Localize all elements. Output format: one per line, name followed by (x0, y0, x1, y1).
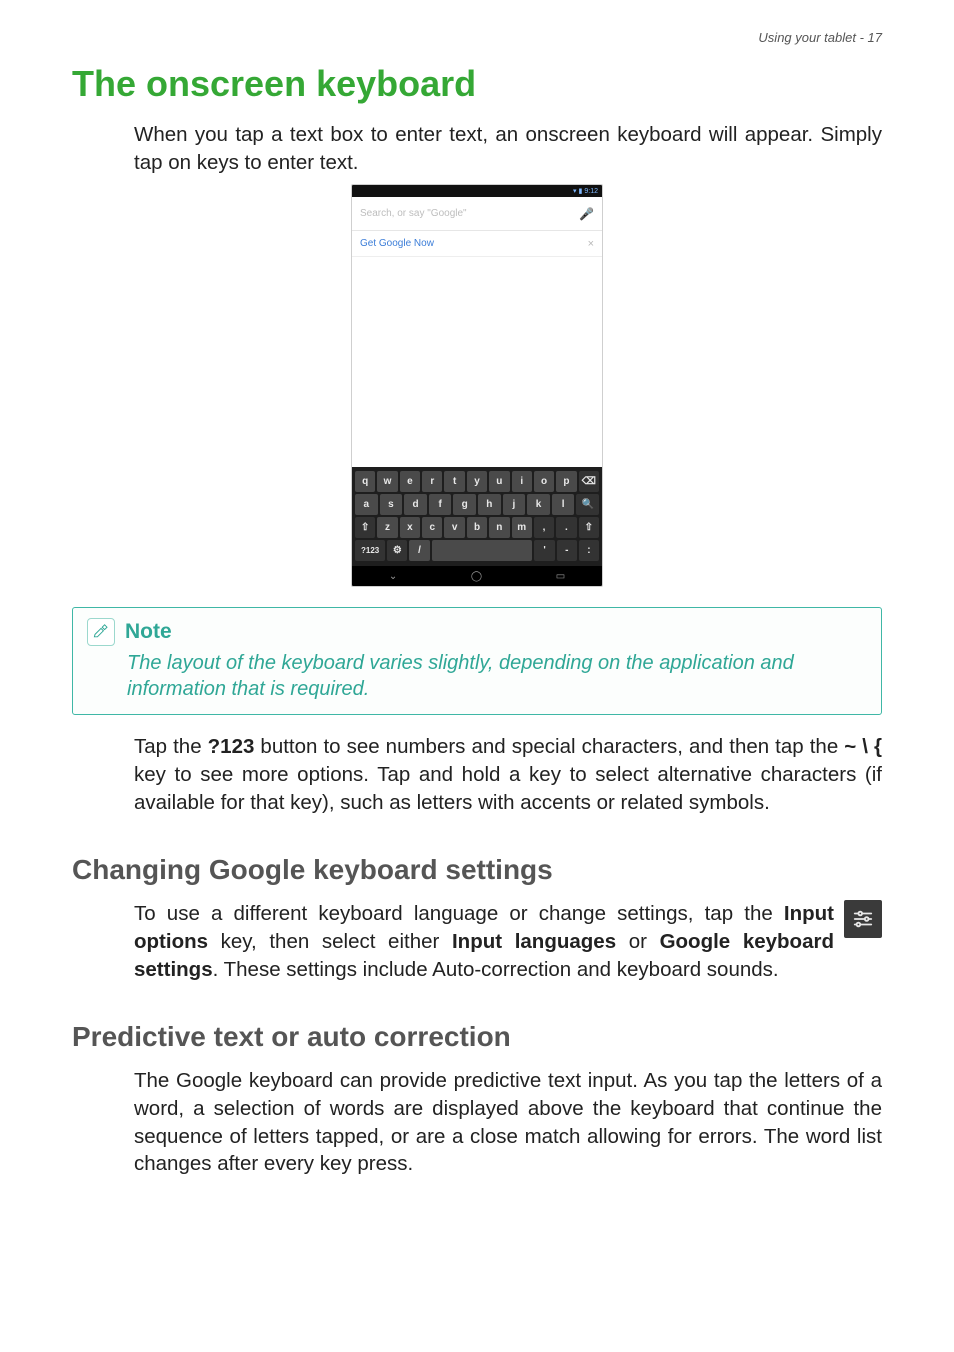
key-m[interactable]: m (512, 517, 532, 538)
mic-icon[interactable]: 🎤 (579, 207, 594, 221)
keyboard-row: a s d f g h j k l 🔍 (355, 494, 599, 515)
status-icon: ▮ (579, 187, 583, 195)
key-h[interactable]: h (478, 494, 501, 515)
key-i[interactable]: i (512, 471, 532, 492)
key-apostrophe[interactable]: ' (534, 540, 554, 561)
text-run: key, then select either (208, 930, 452, 953)
input-options-icon (844, 900, 882, 938)
key-f[interactable]: f (429, 494, 452, 515)
note-header: Note (87, 618, 867, 646)
key-a[interactable]: a (355, 494, 378, 515)
keyboard-row: ⇧ z x c v b n m , . ⇧ (355, 517, 599, 538)
page: Using your tablet - 17 The onscreen keyb… (0, 0, 954, 1238)
google-now-link[interactable]: Get Google Now (360, 238, 434, 249)
key-shift[interactable]: ⇧ (355, 517, 375, 538)
content-area (352, 257, 602, 467)
key-z[interactable]: z (377, 517, 397, 538)
key-space[interactable] (432, 540, 533, 561)
key-dash[interactable]: - (557, 540, 577, 561)
note-icon (87, 618, 115, 646)
text-run: To use a different keyboard language or … (134, 902, 784, 925)
key-r[interactable]: r (422, 471, 442, 492)
key-y[interactable]: y (467, 471, 487, 492)
key-slash[interactable]: / (409, 540, 429, 561)
key-g[interactable]: g (453, 494, 476, 515)
text-bold: Input languages (452, 930, 616, 953)
text-run: button to see numbers and special charac… (254, 735, 844, 758)
key-period[interactable]: . (556, 517, 576, 538)
key-t[interactable]: t (444, 471, 464, 492)
note-title: Note (125, 620, 172, 644)
note-body: The layout of the keyboard varies slight… (127, 650, 867, 702)
nav-back-icon[interactable]: ⌄ (389, 571, 397, 582)
keyboard-row: q w e r t y u i o p ⌫ (355, 471, 599, 492)
note-callout: Note The layout of the keyboard varies s… (72, 607, 882, 715)
key-d[interactable]: d (404, 494, 427, 515)
key-c[interactable]: c (422, 517, 442, 538)
screenshot-container: ▾ ▮ 9:12 Search, or say "Google" 🎤 Get G… (72, 184, 882, 587)
nav-bar: ⌄ ◯ ▭ (352, 566, 602, 586)
key-w[interactable]: w (377, 471, 397, 492)
key-v[interactable]: v (444, 517, 464, 538)
tablet-screenshot: ▾ ▮ 9:12 Search, or say "Google" 🎤 Get G… (351, 184, 603, 587)
heading-predictive: Predictive text or auto correction (72, 1021, 882, 1053)
text-run: . These settings include Auto-correction… (213, 958, 779, 981)
page-header-right: Using your tablet - 17 (72, 30, 882, 45)
text-run: key to see more options. Tap and hold a … (134, 763, 882, 814)
key-j[interactable]: j (503, 494, 526, 515)
paragraph-predictive: The Google keyboard can provide predicti… (134, 1067, 882, 1178)
onscreen-keyboard[interactable]: q w e r t y u i o p ⌫ a s d f g (352, 467, 602, 566)
paragraph-settings: To use a different keyboard language or … (134, 900, 882, 983)
key-comma[interactable]: , (534, 517, 554, 538)
text-bold: ?123 (208, 735, 255, 758)
key-x[interactable]: x (400, 517, 420, 538)
key-l[interactable]: l (552, 494, 575, 515)
heading-keyboard-settings: Changing Google keyboard settings (72, 854, 882, 886)
key-settings[interactable]: ⚙ (387, 540, 407, 561)
key-b[interactable]: b (467, 517, 487, 538)
key-s[interactable]: s (380, 494, 403, 515)
nav-home-icon[interactable]: ◯ (471, 571, 482, 582)
key-symbols[interactable]: ?123 (355, 540, 385, 561)
close-icon[interactable]: × (588, 238, 594, 250)
key-u[interactable]: u (489, 471, 509, 492)
key-n[interactable]: n (489, 517, 509, 538)
search-placeholder: Search, or say "Google" (360, 208, 467, 219)
google-now-row[interactable]: Get Google Now × (352, 231, 602, 257)
page-title: The onscreen keyboard (72, 63, 882, 105)
nav-recent-icon[interactable]: ▭ (556, 571, 565, 582)
keyboard-row: ?123 ⚙ / ' - : (355, 540, 599, 561)
key-backspace[interactable]: ⌫ (579, 471, 599, 492)
status-bar: ▾ ▮ 9:12 (352, 185, 602, 197)
key-p[interactable]: p (556, 471, 576, 492)
key-k[interactable]: k (527, 494, 550, 515)
key-colon[interactable]: : (579, 540, 599, 561)
paragraph-symbols: Tap the ?123 button to see numbers and s… (134, 733, 882, 816)
key-search[interactable]: 🔍 (576, 494, 599, 515)
text-run: Tap the (134, 735, 208, 758)
status-icon: ▾ (573, 187, 577, 195)
search-bar[interactable]: Search, or say "Google" 🎤 (352, 197, 602, 231)
text-run: or (616, 930, 660, 953)
key-q[interactable]: q (355, 471, 375, 492)
key-e[interactable]: e (400, 471, 420, 492)
key-o[interactable]: o (534, 471, 554, 492)
status-icon: 9:12 (584, 188, 598, 195)
intro-paragraph: When you tap a text box to enter text, a… (134, 121, 882, 176)
text-bold: ~ \ { (844, 735, 882, 758)
key-shift[interactable]: ⇧ (579, 517, 599, 538)
